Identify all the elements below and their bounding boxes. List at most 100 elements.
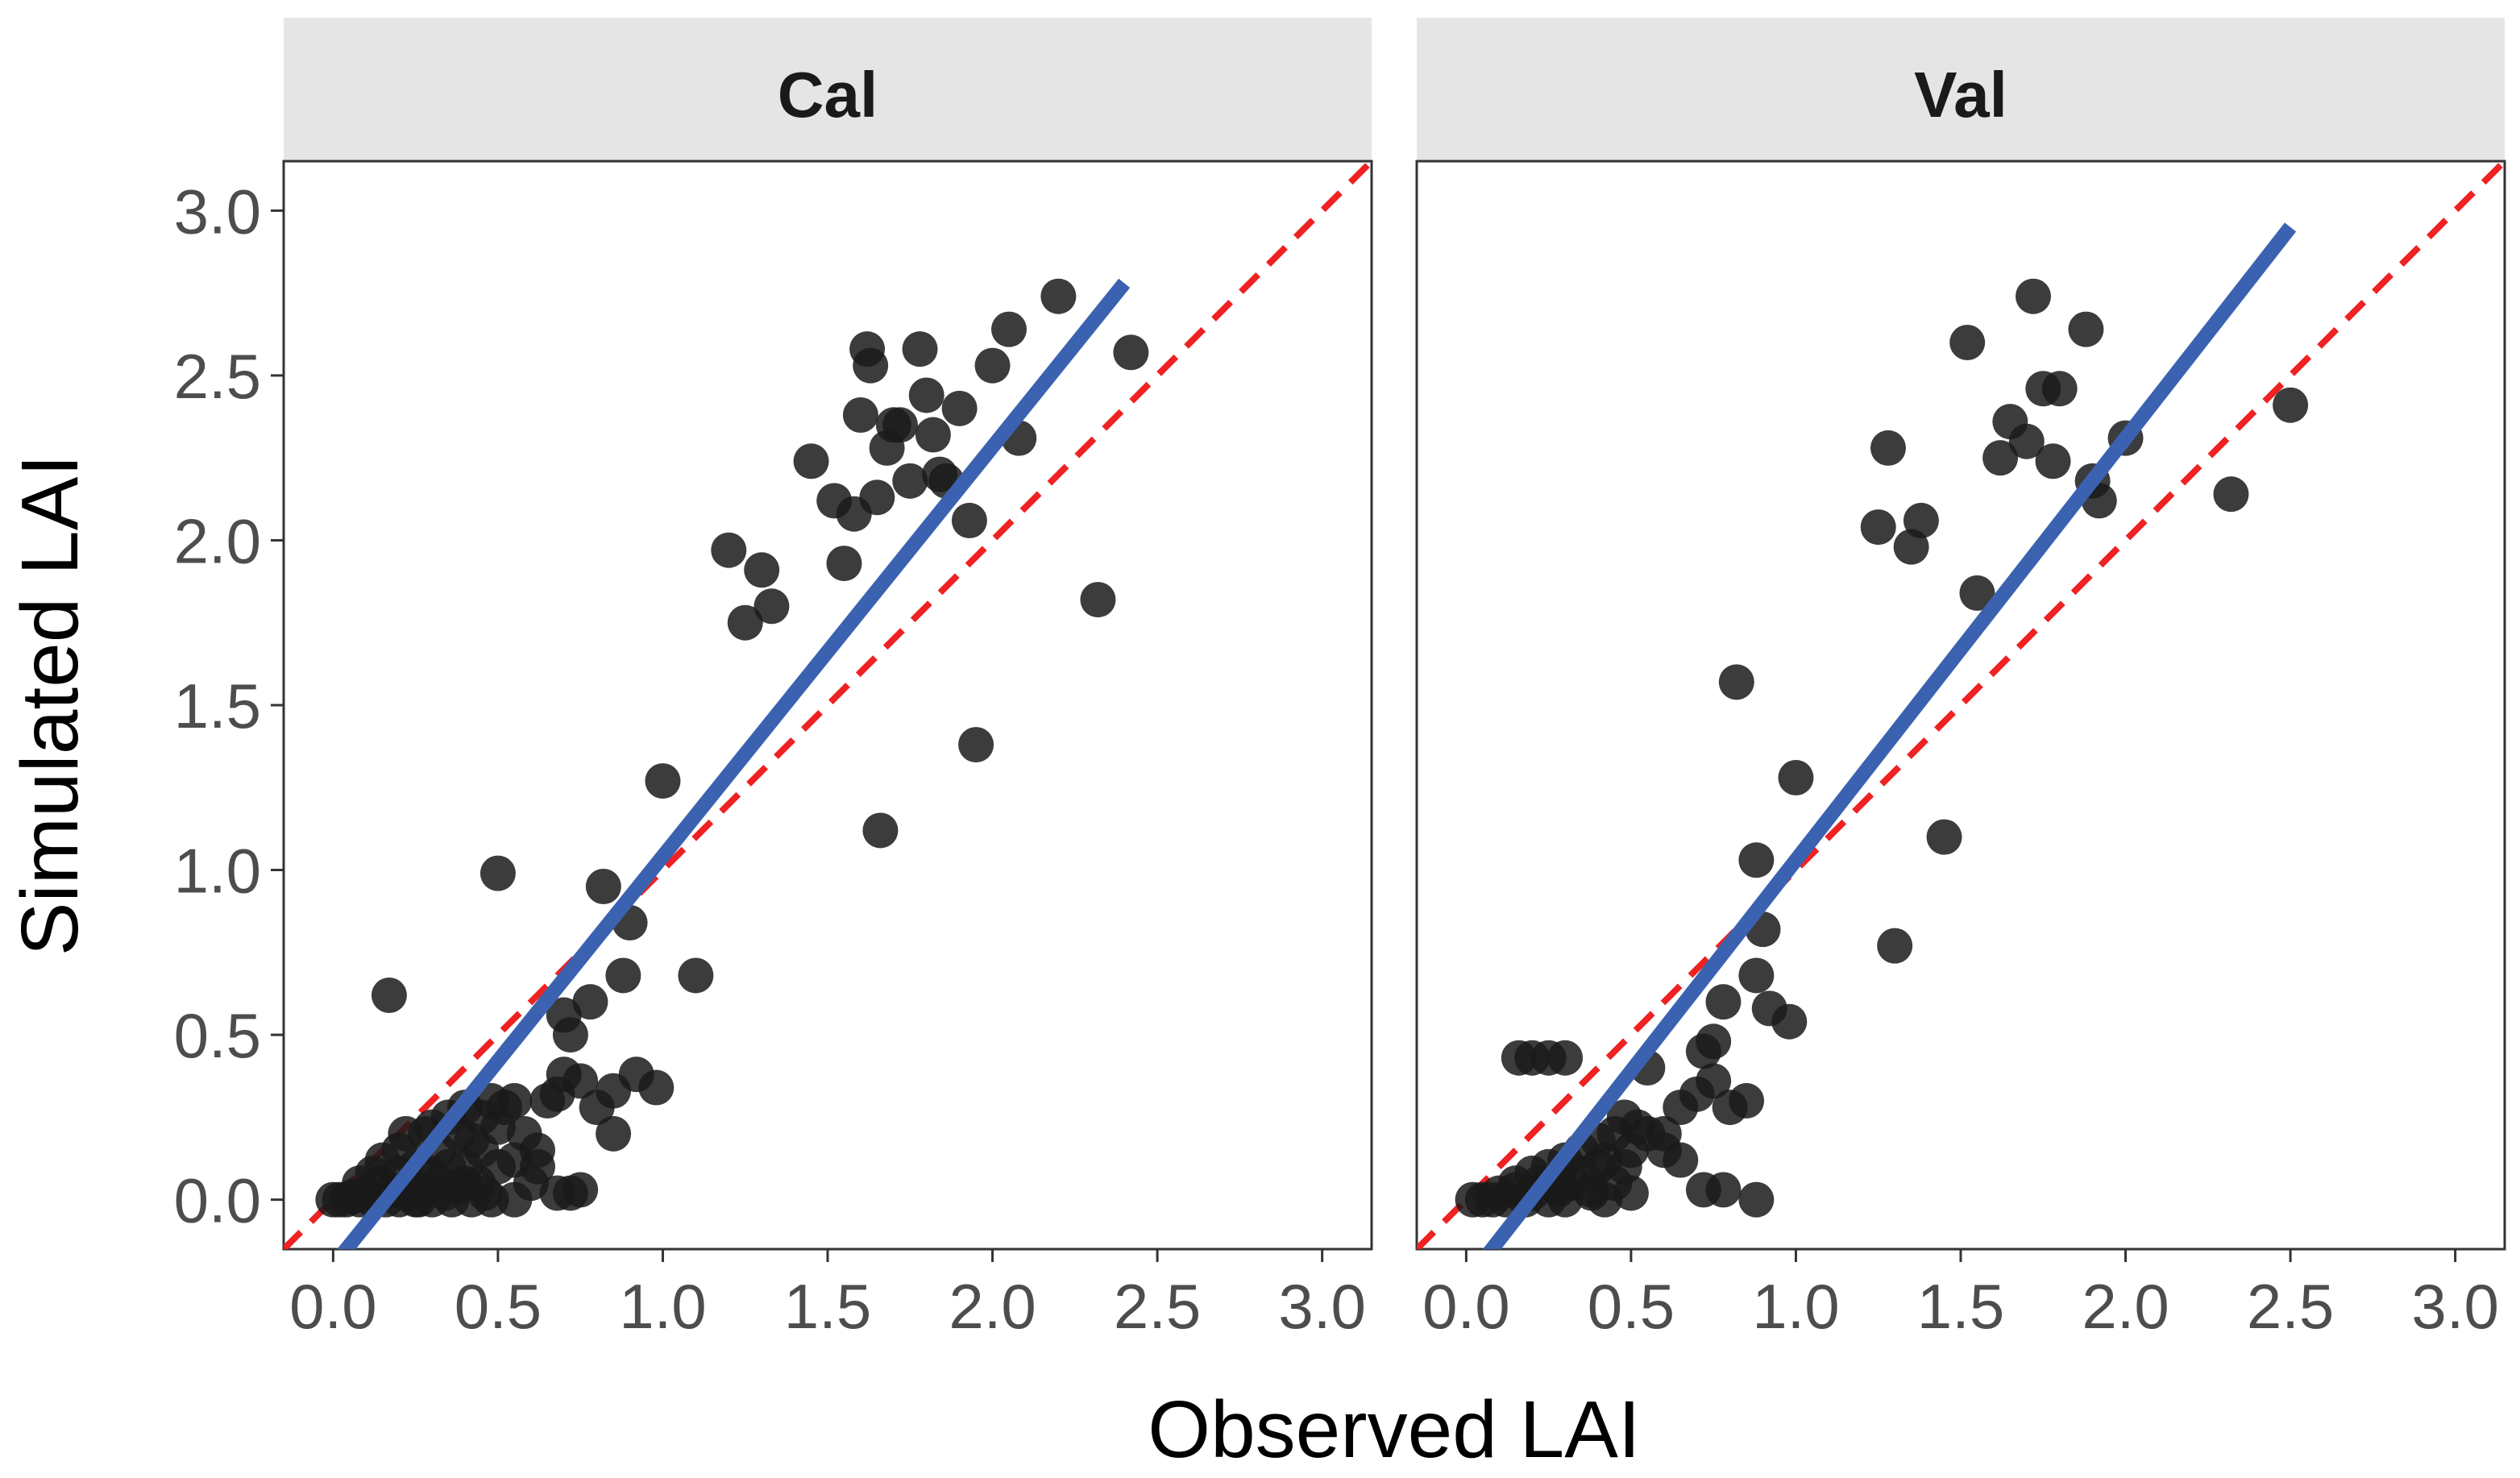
data-point xyxy=(1613,1175,1649,1211)
y-tick-label: 0.5 xyxy=(174,1000,261,1071)
data-point xyxy=(793,443,829,480)
data-point xyxy=(859,480,895,516)
panel-cal-title: Cal xyxy=(778,59,878,131)
x-tick-label: 0.0 xyxy=(289,1271,376,1342)
x-axis-title: Observed LAI xyxy=(1148,1385,1640,1475)
data-point xyxy=(974,347,1011,384)
y-tick-label: 2.0 xyxy=(174,505,261,576)
panel-val-plot-area xyxy=(1415,160,2506,1251)
data-point xyxy=(941,390,978,426)
data-point xyxy=(463,1132,500,1169)
data-point xyxy=(902,331,938,367)
data-point xyxy=(1040,278,1077,314)
data-point xyxy=(1738,1181,1775,1218)
panel-val-strip xyxy=(1417,18,2505,161)
y-tick-label: 3.0 xyxy=(174,176,261,247)
panel-cal: Cal 0.0 0.5 1.0 1.5 2.0 2.5 3.0 0.0 0.5 1.0 1.5 2.… xyxy=(174,18,1373,1342)
x-tick-label: 1.5 xyxy=(1917,1271,2004,1342)
y-tick-label: 0.0 xyxy=(174,1165,261,1236)
data-point xyxy=(991,311,1027,347)
x-tick-label: 0.5 xyxy=(1588,1271,1675,1342)
x-tick-label: 1.0 xyxy=(1752,1271,1839,1342)
data-point xyxy=(1729,1082,1765,1119)
panel-val-regression-line xyxy=(1482,222,2297,1249)
y-tick-label: 1.5 xyxy=(174,670,261,741)
data-point xyxy=(563,1172,599,1208)
data-point xyxy=(1113,334,1149,371)
data-point xyxy=(754,588,790,625)
data-point xyxy=(1860,509,1896,546)
data-point xyxy=(2016,278,2051,314)
y-tick-label: 1.0 xyxy=(174,836,261,907)
data-point xyxy=(596,1115,632,1152)
data-point xyxy=(1663,1142,1699,1178)
data-point xyxy=(915,417,951,453)
data-point xyxy=(1870,430,1906,466)
data-point xyxy=(1949,325,1986,360)
data-point xyxy=(2068,311,2104,347)
data-point xyxy=(2035,443,2071,480)
data-point xyxy=(1646,1115,1682,1152)
data-point xyxy=(546,997,582,1033)
data-point xyxy=(678,957,714,994)
data-point xyxy=(1718,664,1754,700)
data-point xyxy=(496,1181,533,1218)
data-point xyxy=(1959,575,1995,611)
data-point xyxy=(480,855,516,891)
data-point xyxy=(605,957,641,994)
data-point xyxy=(1771,1003,1808,1040)
data-point xyxy=(1587,1142,1623,1178)
panel-cal-one-to-one-line xyxy=(284,161,1372,1249)
data-point xyxy=(496,1082,533,1119)
data-point xyxy=(853,347,889,384)
data-point xyxy=(727,604,763,641)
data-point xyxy=(1705,984,1742,1020)
x-tick-label: 0.5 xyxy=(455,1271,542,1342)
data-point xyxy=(2008,423,2045,459)
data-point xyxy=(1982,440,2019,476)
x-tick-label: 2.0 xyxy=(2082,1271,2169,1342)
x-tick-label: 0.0 xyxy=(1422,1271,1509,1342)
data-point xyxy=(1573,1172,1609,1208)
panel-cal-y-axis: 0.0 0.5 1.0 1.5 2.0 2.5 3.0 xyxy=(174,176,284,1236)
x-tick-label: 1.5 xyxy=(784,1271,871,1342)
panel-val-title: Val xyxy=(1914,59,2007,131)
data-point xyxy=(1738,842,1775,878)
data-point xyxy=(744,552,780,588)
data-point xyxy=(862,812,899,849)
one-to-one-line xyxy=(1417,161,2505,1249)
regression-line xyxy=(1482,222,2297,1249)
panel-val-x-axis: 0.0 0.5 1.0 1.5 2.0 2.5 3.0 xyxy=(1422,1249,2499,1342)
x-tick-label: 2.0 xyxy=(949,1271,1036,1342)
data-point xyxy=(1926,819,1962,855)
one-to-one-line xyxy=(284,161,1372,1249)
data-point xyxy=(711,532,747,568)
data-point xyxy=(1547,1040,1584,1076)
regression-line xyxy=(337,278,1131,1249)
data-point xyxy=(585,869,621,904)
data-point xyxy=(842,397,878,433)
data-point xyxy=(397,1181,434,1218)
data-point xyxy=(2041,371,2078,407)
data-point xyxy=(1080,582,1116,618)
data-point xyxy=(371,978,407,1013)
y-axis-title: Simulated LAI xyxy=(5,455,95,957)
data-point xyxy=(430,1148,467,1185)
data-point xyxy=(2213,476,2249,513)
data-point xyxy=(1778,760,1814,795)
data-point xyxy=(1696,1023,1732,1060)
data-point xyxy=(520,1148,555,1185)
data-point xyxy=(645,763,681,799)
data-point xyxy=(572,984,608,1020)
data-point xyxy=(638,1069,675,1106)
x-tick-label: 3.0 xyxy=(1278,1271,1365,1342)
data-point xyxy=(951,502,987,538)
panel-val: Val 0.0 0.5 1.0 1.5 2.0 2.5 3.0 xyxy=(1415,18,2506,1342)
data-point xyxy=(1877,928,1913,964)
data-point xyxy=(2273,387,2309,423)
data-point xyxy=(882,407,918,443)
data-point xyxy=(908,377,944,413)
panel-cal-x-axis: 0.0 0.5 1.0 1.5 2.0 2.5 3.0 xyxy=(289,1249,1366,1342)
x-tick-label: 2.5 xyxy=(1114,1271,1201,1342)
